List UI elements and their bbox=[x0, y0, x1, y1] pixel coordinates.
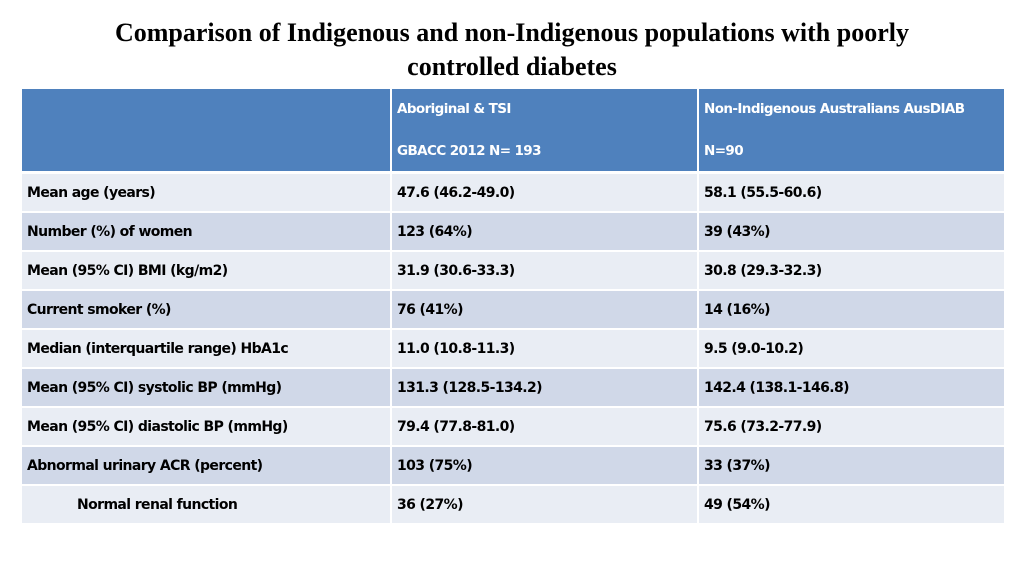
non-indigenous-value: 9.5 (9.0-10.2) bbox=[697, 328, 1006, 369]
row-label: Current smoker (%) bbox=[20, 289, 392, 330]
header-aboriginal: Aboriginal & TSI GBACC 2012 N= 193 bbox=[390, 87, 699, 174]
aboriginal-value: 47.6 (46.2-49.0) bbox=[390, 171, 699, 213]
non-indigenous-value: 49 (54%) bbox=[697, 484, 1006, 525]
aboriginal-value: 11.0 (10.8-11.3) bbox=[390, 328, 699, 369]
row-label: Mean age (years) bbox=[20, 171, 392, 213]
row-label: Mean (95% CI) systolic BP (mmHg) bbox=[20, 367, 392, 408]
header-row: Aboriginal & TSI GBACC 2012 N= 193 Non-I… bbox=[20, 87, 1006, 174]
row-label: Abnormal urinary ACR (percent) bbox=[20, 445, 392, 486]
aboriginal-value: 123 (64%) bbox=[390, 211, 699, 252]
table-row: Number (%) of women 123 (64%) 39 (43%) bbox=[20, 211, 1006, 252]
title-line-1: Comparison of Indigenous and non-Indigen… bbox=[115, 18, 909, 47]
table-row: Mean (95% CI) systolic BP (mmHg) 131.3 (… bbox=[20, 367, 1006, 408]
aboriginal-value: 79.4 (77.8-81.0) bbox=[390, 406, 699, 447]
table-row: Abnormal urinary ACR (percent) 103 (75%)… bbox=[20, 445, 1006, 486]
aboriginal-value: 103 (75%) bbox=[390, 445, 699, 486]
table-row: Normal renal function 36 (27%) 49 (54%) bbox=[20, 484, 1006, 525]
aboriginal-value: 31.9 (30.6-33.3) bbox=[390, 250, 699, 291]
header-empty-cell bbox=[20, 87, 392, 174]
comparison-table: Aboriginal & TSI GBACC 2012 N= 193 Non-I… bbox=[20, 87, 1006, 525]
table-row: Median (interquartile range) HbA1c 11.0 … bbox=[20, 328, 1006, 369]
non-indigenous-value: 58.1 (55.5-60.6) bbox=[697, 171, 1006, 213]
aboriginal-value: 76 (41%) bbox=[390, 289, 699, 330]
slide-title: Comparison of Indigenous and non-Indigen… bbox=[0, 16, 1024, 84]
non-indigenous-value: 75.6 (73.2-77.9) bbox=[697, 406, 1006, 447]
header-non-indigenous: Non-Indigenous Australians AusDIAB N=90 bbox=[697, 87, 1006, 174]
table-row: Current smoker (%) 76 (41%) 14 (16%) bbox=[20, 289, 1006, 330]
non-indigenous-value: 39 (43%) bbox=[697, 211, 1006, 252]
header-non-indigenous-title: Non-Indigenous Australians AusDIAB bbox=[704, 101, 965, 117]
row-label: Mean (95% CI) diastolic BP (mmHg) bbox=[20, 406, 392, 447]
aboriginal-value: 131.3 (128.5-134.2) bbox=[390, 367, 699, 408]
non-indigenous-value: 142.4 (138.1-146.8) bbox=[697, 367, 1006, 408]
non-indigenous-value: 30.8 (29.3-32.3) bbox=[697, 250, 1006, 291]
table-row: Mean (95% CI) BMI (kg/m2) 31.9 (30.6-33.… bbox=[20, 250, 1006, 291]
non-indigenous-value: 33 (37%) bbox=[697, 445, 1006, 486]
row-label: Normal renal function bbox=[20, 484, 392, 525]
header-aboriginal-title: Aboriginal & TSI bbox=[397, 101, 511, 117]
table-row: Mean (95% CI) diastolic BP (mmHg) 79.4 (… bbox=[20, 406, 1006, 447]
row-label: Median (interquartile range) HbA1c bbox=[20, 328, 392, 369]
aboriginal-value: 36 (27%) bbox=[390, 484, 699, 525]
header-aboriginal-source: GBACC 2012 N= 193 bbox=[397, 143, 542, 159]
non-indigenous-value: 14 (16%) bbox=[697, 289, 1006, 330]
table-row: Mean age (years) 47.6 (46.2-49.0) 58.1 (… bbox=[20, 171, 1006, 213]
row-label: Number (%) of women bbox=[20, 211, 392, 252]
row-label: Mean (95% CI) BMI (kg/m2) bbox=[20, 250, 392, 291]
title-line-2: controlled diabetes bbox=[407, 52, 617, 81]
header-non-indigenous-source: N=90 bbox=[704, 143, 744, 159]
